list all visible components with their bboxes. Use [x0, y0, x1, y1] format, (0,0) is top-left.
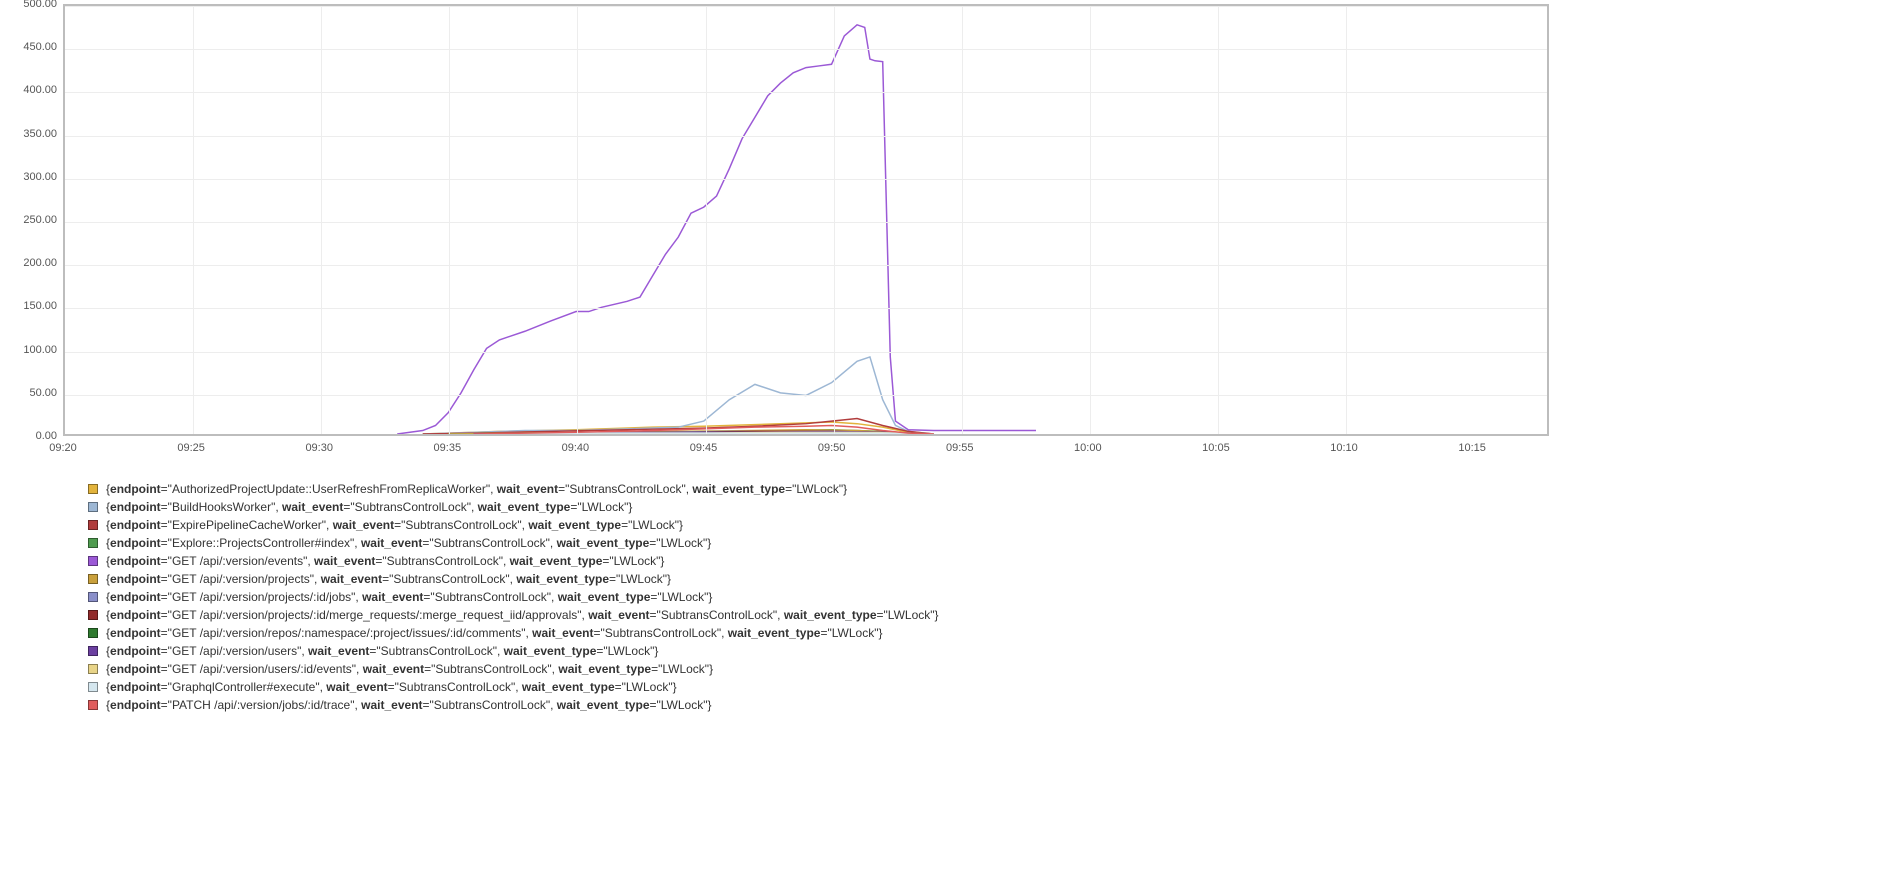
- grid-line-horizontal: [65, 92, 1547, 93]
- legend-swatch: [88, 520, 98, 530]
- x-tick-label: 09:30: [305, 442, 333, 454]
- legend-swatch: [88, 664, 98, 674]
- x-tick-label: 09:35: [434, 442, 462, 454]
- legend-swatch: [88, 646, 98, 656]
- legend-label: {endpoint="AuthorizedProjectUpdate::User…: [106, 482, 847, 496]
- legend-label: {endpoint="PATCH /api/:version/jobs/:id/…: [106, 698, 712, 712]
- grid-line-vertical: [834, 6, 835, 434]
- legend-item[interactable]: {endpoint="GET /api/:version/users", wai…: [88, 644, 1878, 658]
- grid-line-vertical: [1090, 6, 1091, 434]
- grid-line-vertical: [962, 6, 963, 434]
- x-axis: 09:2009:2509:3009:3509:4009:4509:5009:55…: [63, 436, 1549, 458]
- legend-item[interactable]: {endpoint="GET /api/:version/projects/:i…: [88, 590, 1878, 604]
- legend-label: {endpoint="BuildHooksWorker", wait_event…: [106, 500, 632, 514]
- y-tick-label: 150.00: [23, 300, 57, 312]
- grid-line-horizontal: [65, 352, 1547, 353]
- legend-swatch: [88, 628, 98, 638]
- legend-item[interactable]: {endpoint="GET /api/:version/repos/:name…: [88, 626, 1878, 640]
- y-tick-label: 450.00: [23, 41, 57, 53]
- y-tick-label: 250.00: [23, 214, 57, 226]
- x-tick-label: 09:40: [562, 442, 590, 454]
- grid-line-vertical: [706, 6, 707, 434]
- legend-label: {endpoint="Explore::ProjectsController#i…: [106, 536, 711, 550]
- x-tick-label: 10:15: [1458, 442, 1486, 454]
- legend-label: {endpoint="GET /api/:version/projects", …: [106, 572, 671, 586]
- y-tick-label: 100.00: [23, 344, 57, 356]
- legend-item[interactable]: {endpoint="Explore::ProjectsController#i…: [88, 536, 1878, 550]
- legend-swatch: [88, 502, 98, 512]
- legend-label: {endpoint="GET /api/:version/repos/:name…: [106, 626, 882, 640]
- grid-line-horizontal: [65, 49, 1547, 50]
- grid-line-horizontal: [65, 6, 1547, 7]
- legend-swatch: [88, 592, 98, 602]
- legend-swatch: [88, 574, 98, 584]
- y-tick-label: 300.00: [23, 171, 57, 183]
- legend-label: {endpoint="GET /api/:version/events", wa…: [106, 554, 664, 568]
- x-tick-label: 09:50: [818, 442, 846, 454]
- legend-item[interactable]: {endpoint="PATCH /api/:version/jobs/:id/…: [88, 698, 1878, 712]
- legend-item[interactable]: {endpoint="BuildHooksWorker", wait_event…: [88, 500, 1878, 514]
- y-tick-label: 0.00: [36, 430, 57, 442]
- legend-swatch: [88, 682, 98, 692]
- legend-label: {endpoint="ExpirePipelineCacheWorker", w…: [106, 518, 683, 532]
- x-tick-label: 09:20: [49, 442, 77, 454]
- legend-label: {endpoint="GET /api/:version/projects/:i…: [106, 590, 712, 604]
- legend-item[interactable]: {endpoint="GraphqlController#execute", w…: [88, 680, 1878, 694]
- x-tick-label: 09:55: [946, 442, 974, 454]
- legend-label: {endpoint="GraphqlController#execute", w…: [106, 680, 677, 694]
- legend-swatch: [88, 484, 98, 494]
- x-tick-label: 09:25: [177, 442, 205, 454]
- x-tick-label: 10:05: [1202, 442, 1230, 454]
- legend-swatch: [88, 556, 98, 566]
- grid-line-horizontal: [65, 222, 1547, 223]
- legend-label: {endpoint="GET /api/:version/projects/:i…: [106, 608, 939, 622]
- y-tick-label: 350.00: [23, 128, 57, 140]
- grid-line-vertical: [577, 6, 578, 434]
- x-tick-label: 10:10: [1330, 442, 1358, 454]
- y-tick-label: 400.00: [23, 84, 57, 96]
- legend-item[interactable]: {endpoint="AuthorizedProjectUpdate::User…: [88, 482, 1878, 496]
- y-axis: 0.0050.00100.00150.00200.00250.00300.003…: [8, 4, 63, 436]
- legend-swatch: [88, 700, 98, 710]
- legend-item[interactable]: {endpoint="GET /api/:version/projects", …: [88, 572, 1878, 586]
- line-series-svg: [65, 6, 1547, 434]
- grid-line-horizontal: [65, 136, 1547, 137]
- grid-line-horizontal: [65, 179, 1547, 180]
- series-line-getevents: [397, 25, 1036, 434]
- grid-line-horizontal: [65, 265, 1547, 266]
- legend-item[interactable]: {endpoint="GET /api/:version/events", wa…: [88, 554, 1878, 568]
- legend-label: {endpoint="GET /api/:version/users/:id/e…: [106, 662, 713, 676]
- legend: {endpoint="AuthorizedProjectUpdate::User…: [88, 482, 1878, 712]
- x-tick-label: 10:00: [1074, 442, 1102, 454]
- chart-container: 0.00 50.00 100.00 150.00 200.00 250.00 300.00 3…: [0, 0, 1886, 870]
- x-tick-label: 09:45: [690, 442, 718, 454]
- grid-line-horizontal: [65, 308, 1547, 309]
- y-tick-label: 200.00: [23, 257, 57, 269]
- grid-line-vertical: [193, 6, 194, 434]
- grid-line-vertical: [1346, 6, 1347, 434]
- grid-line-vertical: [1218, 6, 1219, 434]
- y-tick-label: 500.00: [23, 0, 57, 10]
- chart-wrap: 0.00 50.00 100.00 150.00 200.00 250.00 300.00 3…: [8, 4, 1878, 458]
- y-tick-label: 50.00: [29, 387, 57, 399]
- grid-line-horizontal: [65, 395, 1547, 396]
- legend-label: {endpoint="GET /api/:version/users", wai…: [106, 644, 658, 658]
- legend-item[interactable]: {endpoint="ExpirePipelineCacheWorker", w…: [88, 518, 1878, 532]
- plot-area[interactable]: [63, 4, 1549, 436]
- legend-swatch: [88, 610, 98, 620]
- legend-item[interactable]: {endpoint="GET /api/:version/users/:id/e…: [88, 662, 1878, 676]
- grid-line-vertical: [321, 6, 322, 434]
- legend-item[interactable]: {endpoint="GET /api/:version/projects/:i…: [88, 608, 1878, 622]
- grid-line-vertical: [449, 6, 450, 434]
- legend-swatch: [88, 538, 98, 548]
